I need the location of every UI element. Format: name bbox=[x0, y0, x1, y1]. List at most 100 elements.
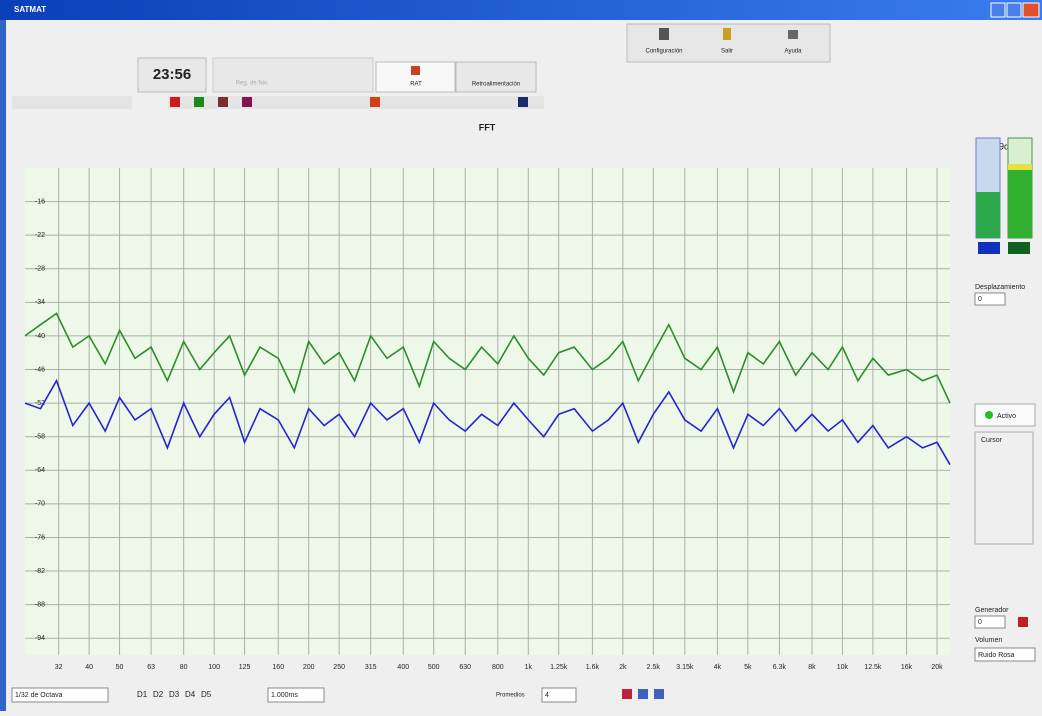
y-tick-label: -82 bbox=[35, 568, 45, 575]
memory[interactable]: D3 bbox=[169, 690, 180, 699]
tab-feedback[interactable]: Retroalimentación bbox=[472, 82, 520, 88]
signal-value: Ruido Rosa bbox=[978, 652, 1015, 659]
chart: FFT -16 -22 -28 -34 -40 -46 -52 -58 -64 -70 -76 -82… bbox=[24, 122, 951, 671]
x-tick-label: 8k bbox=[808, 664, 816, 671]
x-tick-label: 12.5k bbox=[864, 664, 882, 671]
volume-label: Volumen bbox=[975, 637, 1002, 644]
level-meter: -29dB bbox=[975, 137, 1033, 254]
y-tick-label: -70 bbox=[35, 501, 45, 508]
time-input[interactable] bbox=[267, 687, 325, 703]
window-title: SATMAT bbox=[14, 5, 46, 14]
x-tick-label: 4k bbox=[714, 664, 722, 671]
config-button[interactable]: Configuración bbox=[645, 49, 682, 55]
memory[interactable]: D5 bbox=[201, 690, 212, 699]
averages-input[interactable] bbox=[541, 687, 577, 703]
clock-box bbox=[137, 57, 207, 93]
x-tick-label: 630 bbox=[459, 664, 471, 671]
series-line bbox=[24, 378, 951, 466]
exit-button[interactable]: Salir bbox=[721, 49, 733, 55]
close-button[interactable] bbox=[1022, 2, 1040, 18]
resolution-select[interactable] bbox=[11, 687, 109, 703]
tool-icon[interactable] bbox=[194, 97, 204, 107]
x-tick-label: 32 bbox=[55, 664, 63, 671]
x-tick-label: 1k bbox=[525, 664, 533, 671]
config-icon bbox=[659, 28, 669, 40]
offset-input[interactable] bbox=[974, 292, 1006, 306]
memory[interactable]: D4 bbox=[185, 690, 196, 699]
memory[interactable]: D1 bbox=[137, 690, 148, 699]
x-tick-label: 125 bbox=[239, 664, 251, 671]
chart-title: FFT bbox=[479, 122, 496, 132]
x-tick-label: 160 bbox=[272, 664, 284, 671]
color-swatch[interactable] bbox=[978, 242, 1000, 254]
tool-icon[interactable] bbox=[622, 689, 632, 699]
x-tick-label: 80 bbox=[180, 664, 188, 671]
tool-icon[interactable] bbox=[242, 97, 252, 107]
y-tick-label: -88 bbox=[35, 601, 45, 608]
tool-icon[interactable] bbox=[370, 97, 380, 107]
series-line bbox=[24, 312, 951, 404]
y-tick-label: -76 bbox=[35, 534, 45, 541]
tab-level[interactable]: Reg. de Niv. bbox=[236, 81, 269, 87]
bottom-toolbar: 1/32 de Octava D1 D2 D3 D4 D5 1.000ms Pr… bbox=[11, 687, 664, 703]
x-tick-label: 400 bbox=[397, 664, 409, 671]
x-tick-label: 20k bbox=[931, 664, 943, 671]
time: 1.000ms bbox=[271, 692, 298, 699]
y-tick-label: -22 bbox=[35, 232, 45, 239]
meter-label: -29dB bbox=[991, 141, 1015, 151]
meter-right-peak bbox=[1008, 164, 1032, 170]
toolbar-left bbox=[12, 96, 132, 109]
generator-input[interactable] bbox=[974, 615, 1006, 629]
tool-icon[interactable] bbox=[218, 97, 228, 107]
signal-select[interactable] bbox=[974, 647, 1036, 662]
generator-value: 0 bbox=[978, 619, 982, 626]
y-tick-label: -64 bbox=[35, 467, 45, 474]
rat-icon bbox=[411, 66, 420, 75]
y-tick-label: -16 bbox=[35, 198, 45, 205]
x-tick-label: 500 bbox=[428, 664, 440, 671]
plot-area bbox=[25, 168, 950, 655]
x-tick-label: 2k bbox=[619, 664, 627, 671]
x-tick-label: 10k bbox=[837, 664, 849, 671]
offset-label: Desplazamiento bbox=[975, 284, 1025, 291]
exit-icon bbox=[723, 28, 731, 40]
x-tick-label: 100 bbox=[208, 664, 220, 671]
tab-rat[interactable]: RAT bbox=[410, 82, 422, 88]
x-tick-label: 3.15k bbox=[676, 664, 694, 671]
tool-icon[interactable] bbox=[638, 689, 648, 699]
averages-value: 4 bbox=[545, 692, 549, 699]
x-tick-label: 5k bbox=[744, 664, 752, 671]
tool-icon[interactable] bbox=[654, 689, 664, 699]
y-tick-label: -34 bbox=[35, 299, 45, 306]
y-tick-label: -28 bbox=[35, 266, 45, 273]
x-tick-label: 40 bbox=[85, 664, 93, 671]
title-bar bbox=[0, 0, 1042, 20]
x-tick-label: 200 bbox=[303, 664, 315, 671]
x-tick-label: 800 bbox=[492, 664, 504, 671]
maximize-button[interactable] bbox=[1006, 2, 1022, 18]
y-tick-label: -58 bbox=[35, 434, 45, 441]
active-box[interactable] bbox=[974, 403, 1036, 427]
meter-right-fill bbox=[1008, 170, 1032, 238]
cursor-box bbox=[974, 431, 1034, 545]
tab-strip bbox=[212, 57, 374, 93]
active-label: Activo bbox=[997, 413, 1016, 420]
minimize-button[interactable] bbox=[990, 2, 1006, 18]
y-tick-label: -46 bbox=[35, 366, 45, 373]
resolution: 1/32 de Octava bbox=[15, 692, 63, 699]
x-tick-label: 1.25k bbox=[550, 664, 568, 671]
toolbar-right bbox=[168, 96, 544, 109]
color-swatch[interactable] bbox=[1008, 242, 1030, 254]
y-tick-label: -94 bbox=[35, 635, 45, 642]
help-button[interactable]: Ayuda bbox=[785, 49, 803, 55]
generator-label: Generador bbox=[975, 607, 1009, 614]
x-tick-label: 50 bbox=[116, 664, 124, 671]
tool-icon[interactable] bbox=[518, 97, 528, 107]
tab-feedback-bg bbox=[455, 61, 537, 93]
generator-button[interactable] bbox=[1018, 617, 1028, 627]
help-icon bbox=[788, 30, 798, 39]
x-tick-label: 2.5k bbox=[647, 664, 661, 671]
tool-icon[interactable] bbox=[170, 97, 180, 107]
memory[interactable]: D2 bbox=[153, 690, 164, 699]
